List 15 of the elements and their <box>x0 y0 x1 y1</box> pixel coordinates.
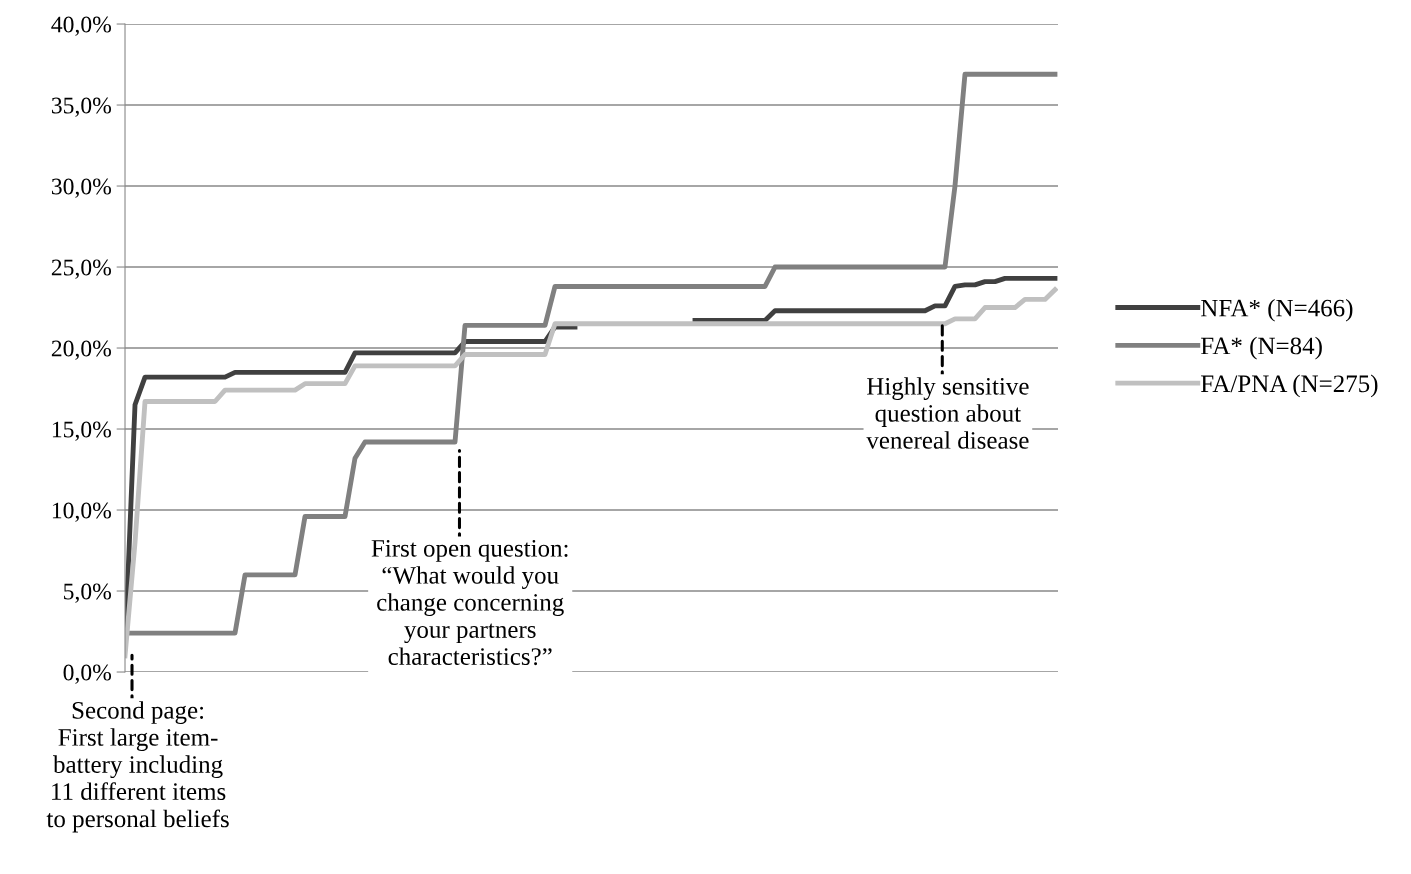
legend-label: NFA* (N=466) <box>1201 298 1353 322</box>
y-tick-label: 20,0% <box>51 340 112 360</box>
y-tick-label: 25,0% <box>51 259 112 279</box>
y-tick-label: 30,0% <box>51 178 112 198</box>
annotation: Highly sensitive question about venereal disease <box>866 377 1029 449</box>
annotation: First open question: “What would you change concerning your partners characteristics?” <box>371 539 568 666</box>
text: Second page: First large item- battery including 11 different items to personal beliefs <box>46 701 229 833</box>
legend-label: FA* (N=84) <box>1201 336 1322 360</box>
y-tick-label: 40,0% <box>51 16 112 36</box>
y-tick-label: 5,0% <box>64 583 112 603</box>
legend-label: FA/PNA (N=275) <box>1201 374 1378 398</box>
y-tick-label: 35,0% <box>51 97 112 117</box>
y-tick-label: 0,0% <box>63 664 112 684</box>
y-tick-label: 15,0% <box>52 421 112 441</box>
y-tick-label: 10,0% <box>52 502 112 522</box>
